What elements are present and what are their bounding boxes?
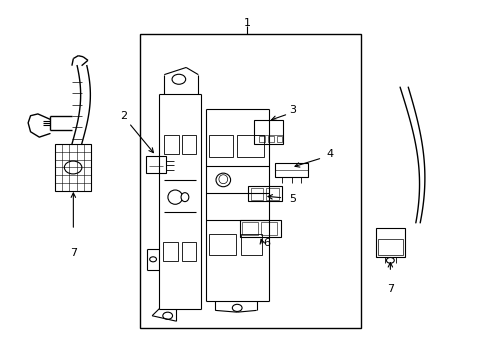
Bar bbox=[276, 136, 282, 143]
Circle shape bbox=[386, 257, 393, 263]
Bar bbox=[239, 220, 281, 237]
Circle shape bbox=[163, 312, 172, 319]
Bar bbox=[261, 222, 277, 235]
Ellipse shape bbox=[219, 175, 227, 184]
Bar bbox=[140, 33, 361, 328]
Bar bbox=[209, 135, 232, 157]
Text: 7: 7 bbox=[386, 284, 393, 294]
Text: 2: 2 bbox=[120, 111, 127, 121]
Bar bbox=[250, 188, 263, 200]
Bar bbox=[237, 135, 264, 157]
Ellipse shape bbox=[167, 190, 182, 204]
Bar bbox=[274, 163, 307, 177]
Bar bbox=[254, 120, 283, 144]
Ellipse shape bbox=[181, 193, 188, 202]
Bar bbox=[182, 135, 196, 154]
Bar bbox=[146, 156, 165, 173]
Ellipse shape bbox=[216, 173, 230, 187]
Bar bbox=[377, 239, 402, 255]
Bar bbox=[240, 234, 262, 255]
Text: 7: 7 bbox=[70, 248, 77, 258]
Text: 4: 4 bbox=[325, 149, 332, 158]
Text: 5: 5 bbox=[289, 194, 296, 203]
Bar bbox=[55, 144, 91, 191]
Text: 6: 6 bbox=[263, 238, 269, 248]
Bar bbox=[164, 135, 179, 154]
Circle shape bbox=[232, 304, 242, 311]
Circle shape bbox=[149, 257, 156, 262]
Circle shape bbox=[172, 74, 185, 84]
Text: 3: 3 bbox=[289, 105, 296, 115]
Bar bbox=[267, 136, 273, 143]
Bar bbox=[209, 234, 236, 255]
Circle shape bbox=[64, 161, 81, 174]
Bar bbox=[242, 222, 257, 235]
Text: 1: 1 bbox=[243, 18, 250, 28]
Bar bbox=[182, 242, 196, 261]
Bar bbox=[259, 136, 264, 143]
Bar bbox=[248, 186, 282, 202]
Bar bbox=[266, 188, 278, 200]
Bar bbox=[375, 228, 404, 257]
Bar bbox=[163, 242, 178, 261]
